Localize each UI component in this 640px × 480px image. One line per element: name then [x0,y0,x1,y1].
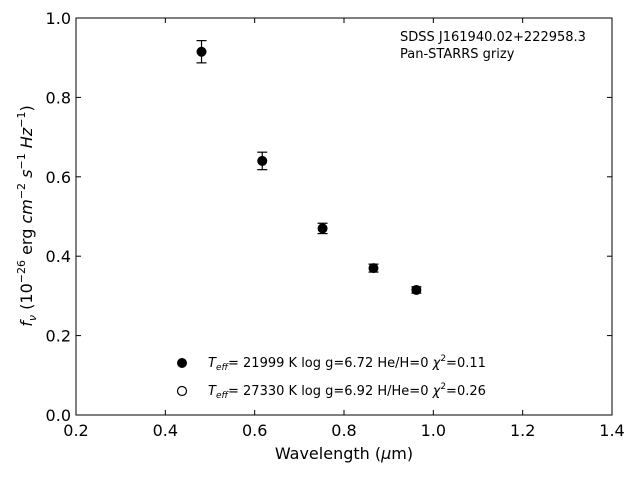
x-tick-label-1: 0.4 [153,421,178,440]
x-tick-label-3: 0.8 [331,421,356,440]
x-tick-label-5: 1.2 [510,421,535,440]
point-marker-2 [317,223,328,234]
data-point-1 [257,151,268,171]
x-axis-label: Wavelength (μm) [275,444,413,463]
y-tick-label-2: 0.4 [46,247,71,266]
data-point-3 [368,263,379,274]
y-tick-labels: 0.0 0.2 0.4 0.6 0.8 1.0 [46,9,71,425]
data-point-2 [317,222,328,235]
x-tick-label-6: 1.4 [599,421,624,440]
survey-name: Pan-STARRS grizy [400,47,515,62]
data-point-4 [411,284,422,295]
x-tick-label-2: 0.6 [242,421,267,440]
point-marker-3 [368,263,379,274]
y-tick-label-1: 0.2 [46,327,71,346]
y-tick-label-3: 0.6 [46,168,71,187]
legend-marker-filled [177,358,187,368]
legend: Teff= 21999 K log g=6.72 He/H=0 χ2=0.11 … [176,354,486,401]
data-points [196,40,422,295]
x-tick-labels: 0.2 0.4 0.6 0.8 1.0 1.2 1.4 [63,421,624,440]
legend-marker-open [176,385,188,397]
y-tick-label-4: 0.8 [46,88,71,107]
y-axis-label: fν (10−26 erg cm−2 s−1 Hz−1) [15,105,39,326]
legend-entry-1: Teff= 21999 K log g=6.72 He/H=0 χ2=0.11 [208,354,486,373]
object-name: SDSS J161940.02+222958.3 [400,30,586,45]
point-marker-4 [411,284,422,295]
point-marker-1 [257,155,268,166]
data-point-0 [196,40,207,64]
y-tick-label-5: 1.0 [46,9,71,28]
x-tick-label-0: 0.2 [63,421,88,440]
point-marker-0 [196,46,207,57]
x-tick-label-4: 1.0 [421,421,446,440]
y-tick-label-0: 0.0 [46,406,71,425]
legend-entry-2: Teff= 27330 K log g=6.92 H/He=0 χ2=0.26 [208,382,486,401]
tick-marks [75,17,613,416]
